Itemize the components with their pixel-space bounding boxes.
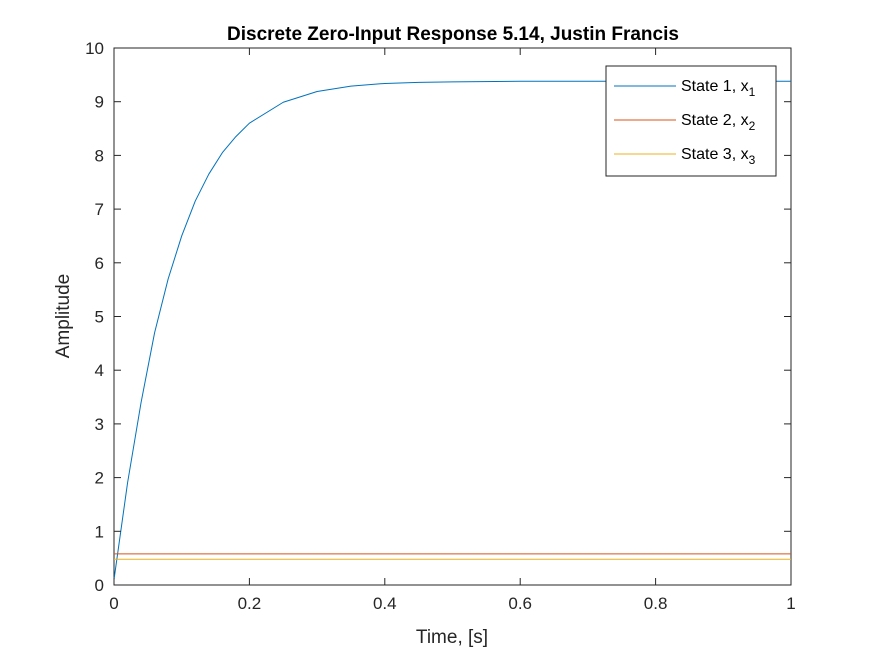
- x-tick-label: 0: [109, 594, 118, 613]
- legend-box: [605, 65, 777, 177]
- y-tick-label: 7: [95, 200, 104, 219]
- legend-label-subscript: 1: [749, 85, 756, 99]
- x-tick-label: 0.2: [238, 594, 262, 613]
- legend-label-text: State 3, x: [681, 146, 749, 163]
- x-tick-label: 0.6: [508, 594, 532, 613]
- y-tick-label: 3: [95, 415, 104, 434]
- x-tick-label: 1: [786, 594, 795, 613]
- legend-label-subscript: 3: [749, 153, 756, 167]
- legend-label-1: State 1, x1: [681, 78, 756, 99]
- y-tick-label: 6: [95, 254, 104, 273]
- y-tick-label: 9: [95, 93, 104, 112]
- series-layer: [113, 80, 791, 580]
- y-tick-label: 8: [95, 146, 104, 165]
- legend-label-subscript: 2: [749, 119, 756, 133]
- legend-label-2: State 2, x2: [681, 112, 756, 133]
- chart-title: Discrete Zero-Input Response 5.14, Justi…: [227, 24, 679, 45]
- x-tick-label: 0.8: [644, 594, 668, 613]
- legend-label-3: State 3, x3: [681, 146, 756, 167]
- x-tick-label: 0.4: [373, 594, 397, 613]
- legend-label-text: State 2, x: [681, 112, 749, 129]
- y-tick-label: 10: [85, 39, 104, 58]
- y-tick-label: 5: [95, 308, 104, 327]
- y-tick-label: 0: [95, 576, 104, 595]
- y-tick-label: 2: [95, 469, 104, 488]
- series-line-1: [113, 80, 791, 580]
- y-tick-label: 4: [95, 361, 104, 380]
- y-tick-label: 1: [95, 522, 104, 541]
- legend-label-text: State 1, x: [681, 78, 749, 95]
- y-axis-label: Amplitude: [53, 274, 74, 359]
- x-axis-label: Time, [s]: [416, 627, 488, 648]
